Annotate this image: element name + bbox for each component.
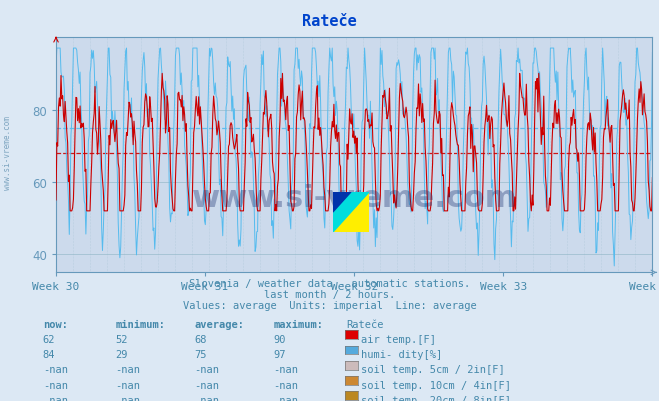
Text: -nan: -nan [115, 395, 140, 401]
Text: 62: 62 [43, 334, 55, 344]
Text: -nan: -nan [115, 380, 140, 390]
Text: 68: 68 [194, 334, 207, 344]
Text: -nan: -nan [273, 395, 299, 401]
Polygon shape [333, 192, 351, 213]
Text: maximum:: maximum: [273, 319, 324, 329]
Text: minimum:: minimum: [115, 319, 165, 329]
Text: -nan: -nan [43, 380, 68, 390]
Text: Rateče: Rateče [346, 319, 384, 329]
Text: soil temp. 10cm / 4in[F]: soil temp. 10cm / 4in[F] [361, 380, 511, 390]
Text: humi- dity[%]: humi- dity[%] [361, 349, 442, 359]
Text: 52: 52 [115, 334, 128, 344]
Text: Slovenia / weather data - automatic stations.: Slovenia / weather data - automatic stat… [189, 279, 470, 289]
Text: air temp.[F]: air temp.[F] [361, 334, 436, 344]
Text: www.si-vreme.com: www.si-vreme.com [192, 183, 517, 212]
Text: Values: average  Units: imperial  Line: average: Values: average Units: imperial Line: av… [183, 300, 476, 310]
Text: 29: 29 [115, 349, 128, 359]
Text: -nan: -nan [43, 395, 68, 401]
Text: -nan: -nan [194, 395, 219, 401]
Text: 84: 84 [43, 349, 55, 359]
Text: average:: average: [194, 319, 244, 329]
Text: -nan: -nan [43, 365, 68, 375]
Text: last month / 2 hours.: last month / 2 hours. [264, 290, 395, 300]
Text: -nan: -nan [194, 365, 219, 375]
Text: -nan: -nan [194, 380, 219, 390]
Text: 90: 90 [273, 334, 286, 344]
Text: now:: now: [43, 319, 68, 329]
Text: soil temp. 20cm / 8in[F]: soil temp. 20cm / 8in[F] [361, 395, 511, 401]
Text: -nan: -nan [115, 365, 140, 375]
Polygon shape [333, 192, 369, 233]
Text: -nan: -nan [273, 365, 299, 375]
Text: 97: 97 [273, 349, 286, 359]
Text: 75: 75 [194, 349, 207, 359]
Text: Rateče: Rateče [302, 14, 357, 29]
Text: -nan: -nan [273, 380, 299, 390]
Polygon shape [333, 192, 369, 233]
Text: www.si-vreme.com: www.si-vreme.com [3, 115, 13, 189]
Text: soil temp. 5cm / 2in[F]: soil temp. 5cm / 2in[F] [361, 365, 505, 375]
